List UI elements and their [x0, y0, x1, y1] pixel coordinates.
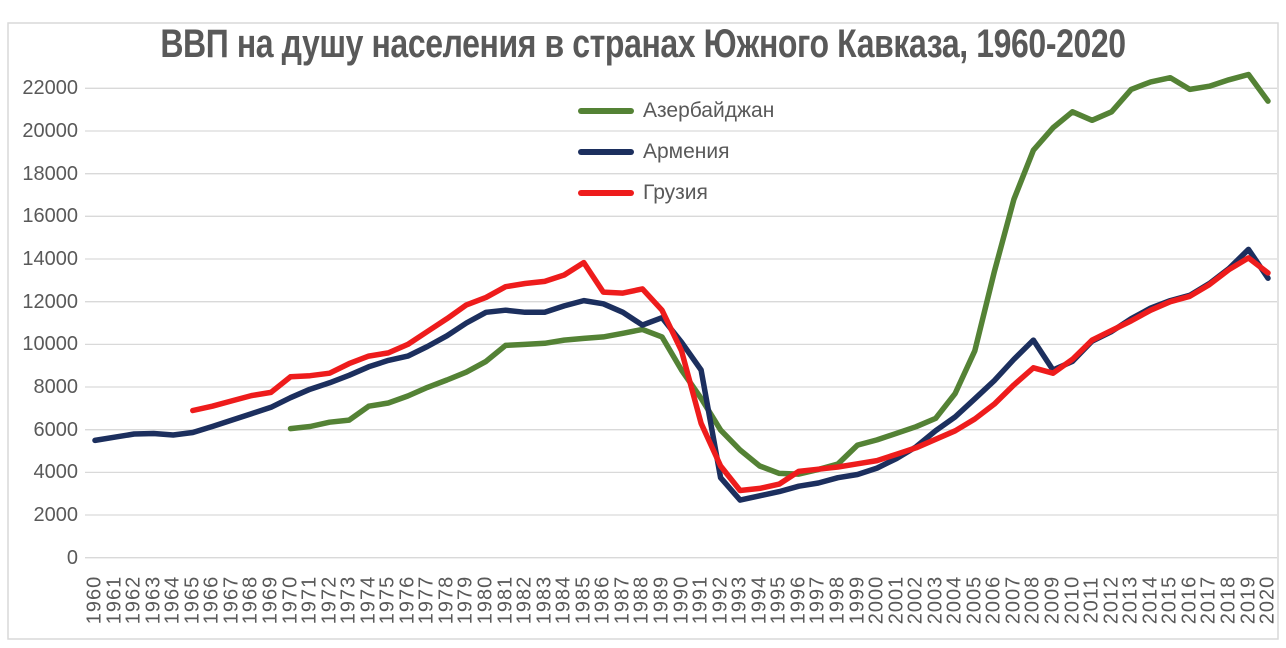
y-axis-tick-label: 2000 — [33, 504, 79, 527]
y-axis-tick-label: 18000 — [22, 162, 78, 185]
y-axis-tick-label: 0 — [66, 546, 78, 569]
legend-label-georgia: Грузия — [643, 181, 708, 204]
legend-item-azerbaijan: Азербайджан — [578, 99, 774, 123]
legend-swatch-armenia — [578, 149, 634, 155]
legend-item-armenia: Армения — [578, 140, 730, 164]
x-axis-tick-label: 2020 — [1256, 575, 1279, 625]
chart-title: ВВП на душу населения в странах Южного К… — [160, 22, 1126, 66]
y-axis-tick-label: 22000 — [22, 77, 78, 100]
legend-swatch-georgia — [578, 190, 634, 196]
legend-label-armenia: Армения — [643, 140, 730, 163]
y-axis-tick-label: 12000 — [22, 290, 78, 313]
y-axis-tick-label: 10000 — [22, 333, 78, 356]
y-axis-tick-label: 20000 — [22, 120, 78, 142]
legend-label-azerbaijan: Азербайджан — [643, 99, 775, 122]
y-axis-tick-label: 4000 — [33, 461, 79, 484]
series-line-azerbaijan — [287, 71, 1271, 477]
legend-item-georgia: Грузия — [578, 181, 708, 205]
chart-border — [7, 22, 1279, 640]
y-axis-tick-label: 14000 — [22, 248, 78, 270]
y-axis-tick-label: 6000 — [33, 418, 79, 441]
legend-swatch-azerbaijan — [578, 108, 634, 114]
y-axis-tick-label: 8000 — [33, 376, 79, 399]
y-axis-tick-label: 16000 — [22, 205, 78, 228]
series-line-georgia — [190, 255, 1271, 494]
